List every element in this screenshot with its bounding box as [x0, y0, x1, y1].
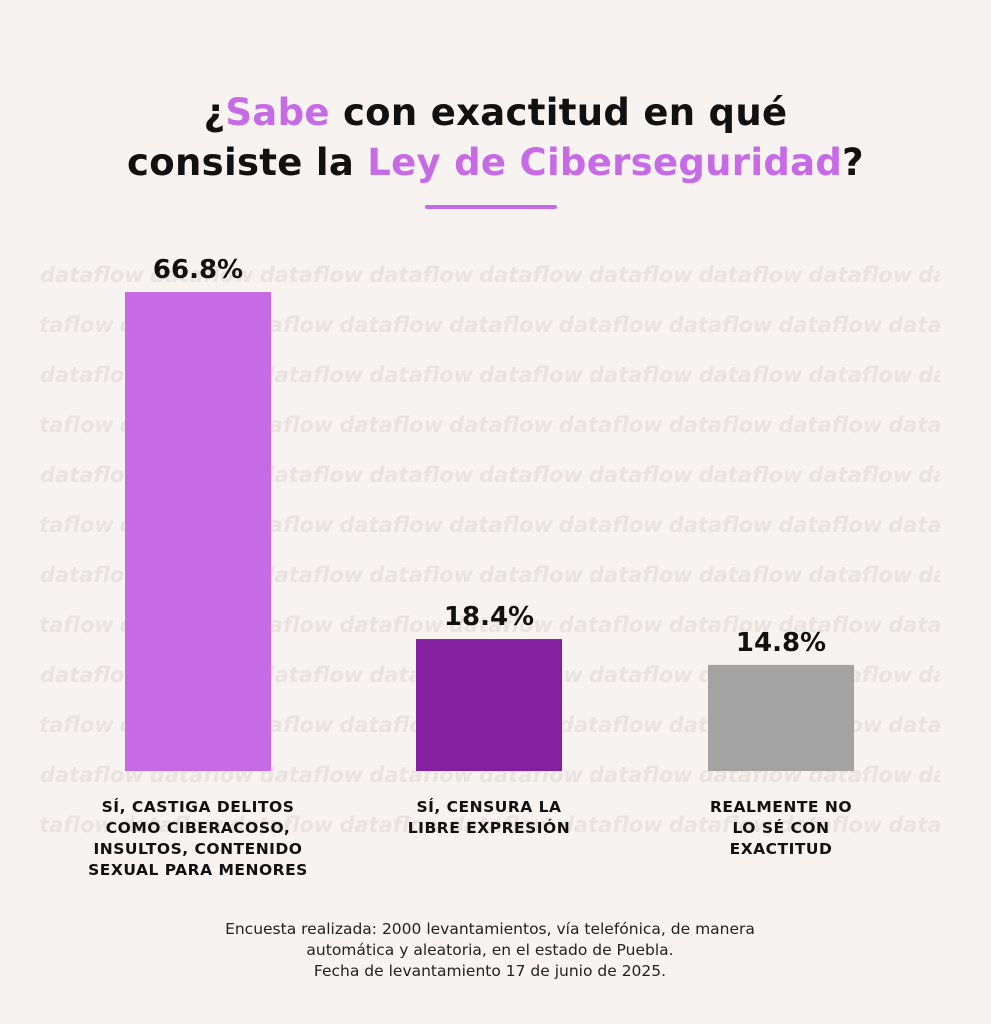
bar-value-label-2: 18.4%: [444, 602, 534, 632]
title-line-1: ¿Sabe con exactitud en qué: [0, 88, 991, 138]
bar-value-label-3: 14.8%: [736, 628, 826, 658]
category-label-line: REALMENTE NO: [709, 798, 853, 816]
title-line2-suffix: ?: [842, 141, 864, 184]
title-rest: con exactitud en qué: [329, 91, 788, 134]
footer-note: Encuesta realizada: 2000 levantamientos,…: [190, 919, 790, 982]
footer-line-1: Encuesta realizada: 2000 levantamientos,…: [225, 920, 755, 938]
category-label-3: REALMENTE NO LO SÉ CON EXACTITUD: [661, 797, 901, 860]
category-label-line: SÍ, CASTIGA DELITOS: [101, 798, 295, 816]
category-label-line: COMO CIBERACOSO,: [105, 819, 291, 837]
title-line-2: consiste la Ley de Ciberseguridad?: [0, 138, 991, 188]
title-accent-sabe: Sabe: [225, 91, 330, 134]
category-label-line: EXACTITUD: [729, 840, 833, 858]
bar-2: [416, 639, 562, 771]
category-label-2: SÍ, CENSURA LA LIBRE EXPRESIÓN: [359, 797, 619, 839]
title-accent-ley: Ley de Ciberseguridad: [367, 141, 843, 184]
chart-title: ¿Sabe con exactitud en qué consiste la L…: [0, 88, 991, 188]
bar-value-label-1: 66.8%: [153, 255, 243, 285]
category-label-1: SÍ, CASTIGA DELITOS COMO CIBERACOSO, INSUL…: [48, 797, 348, 881]
category-label-line: SÍ, CENSURA LA: [416, 798, 562, 816]
category-label-line: LIBRE EXPRESIÓN: [407, 819, 571, 837]
footer-line-2: automática y aleatoria, en el estado de …: [306, 941, 674, 959]
bar-1: [125, 292, 271, 771]
category-label-line: INSULTOS, CONTENIDO: [93, 840, 303, 858]
footer-line-3: Fecha de levantamiento 17 de junio de 20…: [313, 962, 667, 980]
title-prefix: ¿: [203, 91, 226, 134]
title-underline: [425, 205, 557, 209]
bar-3: [708, 664, 854, 771]
category-label-line: SEXUAL PARA MENORES: [88, 861, 308, 879]
title-line2-prefix: consiste la: [127, 141, 368, 184]
category-label-line: LO SÉ CON: [732, 819, 830, 837]
